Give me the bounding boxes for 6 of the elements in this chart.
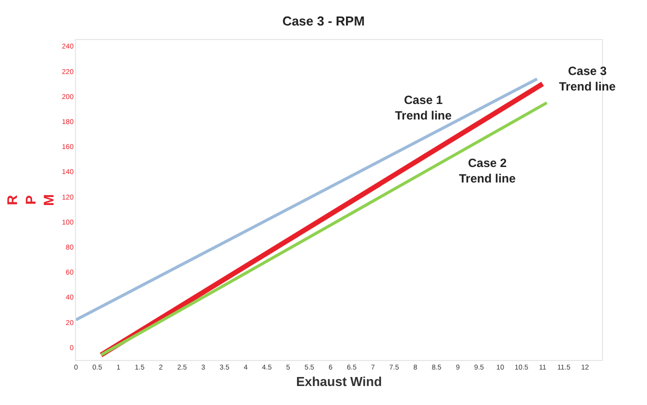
chart-title: Case 3 - RPM bbox=[282, 13, 365, 28]
annotation: Case 1 Trend line bbox=[395, 93, 452, 123]
annotation: Case 2 Trend line bbox=[459, 156, 516, 186]
annotation: Case 3 Trend line bbox=[559, 64, 616, 94]
x-axis-title: Exhaust Wind bbox=[296, 374, 382, 389]
y-axis-title: RPM bbox=[4, 194, 57, 206]
